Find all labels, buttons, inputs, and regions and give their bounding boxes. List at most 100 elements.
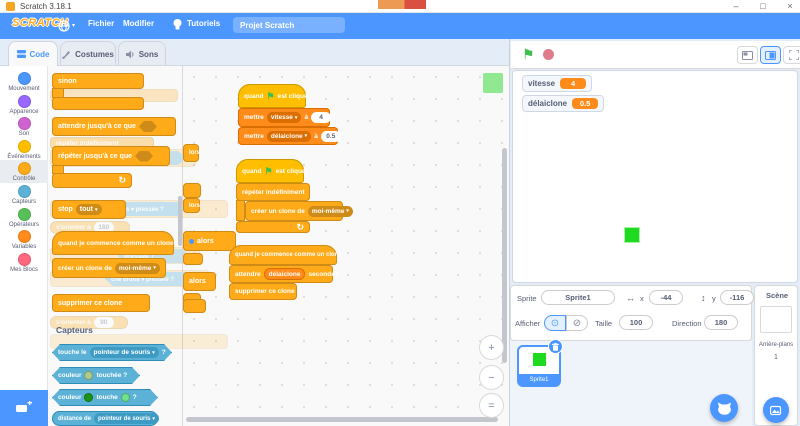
category-capteurs[interactable]: Capteurs	[0, 185, 48, 208]
block-dropdown[interactable]: moi-même ▾	[307, 205, 353, 217]
minimize-button[interactable]: –	[733, 1, 739, 11]
add-extension-button[interactable]	[0, 390, 48, 426]
normal-stage-button[interactable]	[760, 46, 781, 64]
block-label: créer un clone de	[58, 264, 112, 272]
script3-supprimer-clone[interactable]: supprimer ce clone	[229, 283, 297, 300]
block-distance-de[interactable]: distance de pointeur de souris ▾	[52, 411, 159, 426]
add-sprite-button[interactable]	[710, 394, 738, 422]
script1-mettre-delaiclone[interactable]: mettre délaiclone ▾ à 0.5	[238, 127, 341, 145]
small-stage-button[interactable]	[737, 46, 758, 64]
script2-repeter-indefiniment[interactable]: répéter indéfiniment	[236, 183, 310, 201]
category-e-ve-nements[interactable]: Événements	[0, 139, 48, 163]
block-stop[interactable]: stop tout ▾	[52, 200, 126, 219]
block-couleur-touchee[interactable]: couleur touchée ?	[52, 367, 140, 384]
block-dropdown[interactable]: pointeur de souris ▾	[90, 347, 159, 358]
block-number-input[interactable]: 4	[311, 112, 332, 123]
block-dropdown[interactable]: vitesse ▾	[266, 112, 302, 123]
block-quand-clone-hat[interactable]: quand je commence comme un clone	[52, 231, 174, 255]
show-sprite-button[interactable]: ⊙	[544, 315, 566, 331]
variable-oval[interactable]: délaiclone	[263, 268, 306, 280]
tab-code[interactable]: Code	[8, 41, 58, 66]
direction-input[interactable]: 180	[704, 315, 738, 330]
hide-sprite-button[interactable]: ⊘	[566, 315, 588, 331]
category-variables[interactable]: Variables	[0, 230, 48, 253]
boolean-slot[interactable]	[135, 151, 153, 162]
sprite-name-input[interactable]: Sprite1	[541, 290, 615, 305]
script-block-fragment[interactable]: alors	[183, 231, 236, 251]
block-dropdown[interactable]: tout ▾	[75, 204, 102, 215]
color-swatch[interactable]	[84, 393, 93, 402]
boolean-slot[interactable]	[139, 121, 157, 132]
tab-sons[interactable]: Sons	[118, 41, 166, 66]
add-backdrop-button[interactable]	[763, 397, 789, 423]
canvas-vertical-scrollbar[interactable]	[502, 148, 507, 363]
block-repeter-jusqua[interactable]: répéter jusqu'à ce que	[52, 146, 170, 166]
block-sinon-spine[interactable]	[52, 88, 64, 98]
stage-sprite-square[interactable]	[624, 227, 640, 243]
block-repeter-spine[interactable]	[52, 165, 64, 174]
script2-spine[interactable]	[236, 200, 245, 221]
menu-modifier[interactable]: Modifier	[123, 19, 155, 28]
block-sinon-end[interactable]	[52, 97, 144, 110]
backdrop-thumbnail[interactable]	[760, 306, 792, 333]
script3-hat-clone[interactable]: quand je commence comme un clone	[229, 245, 342, 265]
category-mouvement[interactable]: Mouvement	[0, 72, 48, 95]
category-son[interactable]: Son	[0, 117, 48, 140]
zoom-out-button[interactable]: −	[479, 365, 504, 390]
category-mes-blocs[interactable]: Mes Blocs	[0, 252, 48, 276]
category-label: Apparence	[9, 108, 39, 115]
variable-monitor-vitesse[interactable]: vitesse 4	[522, 75, 593, 92]
block-number-input[interactable]: 180	[93, 222, 114, 233]
palette-scrollbar[interactable]	[178, 196, 182, 246]
language-selector[interactable]: ▾	[58, 18, 78, 33]
script2-repeter-end[interactable]: ↻	[236, 221, 310, 233]
block-dropdown[interactable]: pointeur de souris ▾	[94, 413, 159, 424]
block-creer-clone[interactable]: créer un clone de moi-même ▾	[52, 258, 166, 278]
block-couleur-touche[interactable]: couleur touche?	[52, 389, 158, 406]
block-repeter-end[interactable]: ↻	[52, 173, 132, 188]
stop-button[interactable]	[543, 49, 554, 60]
tab-costumes[interactable]: Costumes	[60, 41, 116, 66]
x-position-input[interactable]: -44	[649, 290, 683, 305]
fullscreen-button[interactable]	[783, 46, 800, 64]
canvas-horizontal-scrollbar[interactable]	[186, 417, 498, 422]
scratch-logo[interactable]: SCRATCH	[12, 17, 69, 29]
block-attendre-jusqua[interactable]: attendre jusqu'à ce que	[52, 117, 176, 136]
zoom-reset-button[interactable]: =	[479, 393, 504, 418]
script-block-fragment[interactable]: lors	[183, 198, 200, 213]
script-block-fragment[interactable]	[183, 183, 201, 198]
script-block-fragment[interactable]: alors	[183, 272, 216, 291]
block-dropdown[interactable]: délaiclone ▾	[266, 130, 312, 142]
block-dropdown[interactable]: moi-même ▾	[114, 262, 160, 274]
category-ope-rateurs[interactable]: Opérateurs	[0, 207, 48, 231]
zoom-in-button[interactable]: +	[479, 335, 504, 360]
script1-hat-drapeau[interactable]: quand ⚑ est cliqué	[238, 84, 308, 108]
menu-tutoriels[interactable]: Tutoriels	[187, 19, 221, 28]
script-block-fragment[interactable]: lors	[183, 144, 200, 162]
category-contro-le[interactable]: Contrôle	[0, 162, 48, 185]
script-block-fragment[interactable]	[183, 293, 201, 304]
block-supprimer-clone[interactable]: supprimer ce clone	[52, 294, 150, 312]
script-block-fragment[interactable]	[183, 299, 206, 313]
block-number-input[interactable]: 90	[93, 317, 114, 328]
maximize-button[interactable]: □	[760, 1, 766, 11]
close-button[interactable]: ×	[787, 1, 793, 11]
variable-monitor-delaiclone[interactable]: délaiclone 0.5	[522, 95, 605, 112]
block-number-input[interactable]: 0.5	[320, 130, 341, 142]
project-name-input[interactable]	[233, 17, 345, 33]
color-swatch[interactable]	[121, 393, 130, 402]
color-swatch[interactable]	[84, 371, 93, 380]
block-sinon[interactable]: sinon	[52, 73, 144, 89]
script3-attendre[interactable]: attendre délaiclone secondes	[229, 265, 338, 283]
script2-hat-drapeau[interactable]: quand ⚑ est cliqué	[236, 159, 306, 183]
menu-fichier[interactable]: Fichier	[88, 19, 115, 28]
y-position-input[interactable]: -116	[720, 290, 754, 305]
script2-creer-clone[interactable]: créer un clone de moi-même ▾	[245, 201, 353, 221]
script1-mettre-vitesse[interactable]: mettre vitesse ▾ à 4	[238, 108, 332, 127]
category-apparence[interactable]: Apparence	[0, 94, 48, 118]
size-input[interactable]: 100	[619, 315, 653, 330]
delete-sprite-button[interactable]	[548, 339, 563, 354]
block-touche-le[interactable]: touche le pointeur de souris ▾?	[52, 344, 172, 361]
green-flag-button[interactable]: ⚑	[522, 46, 535, 62]
script-block-fragment[interactable]	[183, 253, 203, 265]
